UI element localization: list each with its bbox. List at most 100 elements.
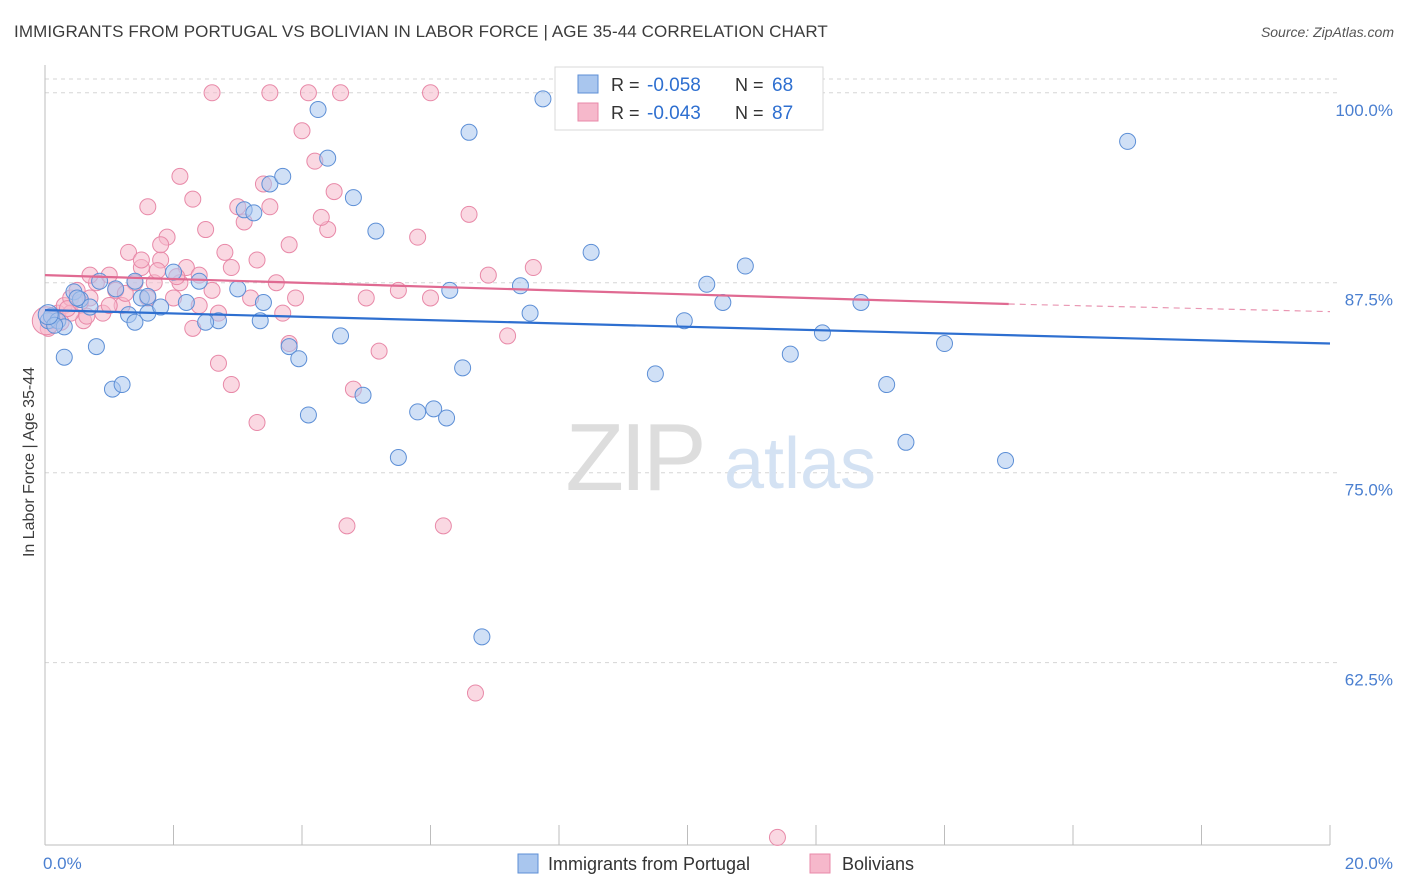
bottom-legend-label-pink[interactable]: Bolivians [842,854,914,874]
bolivians-point-33 [248,251,266,269]
trend-line-bolivians [44,274,1009,306]
bolivians-point-63 [466,684,484,702]
portugal-point-14 [165,263,182,281]
bolivians-point-47 [370,342,388,360]
portugal-point-8 [107,280,125,298]
trend-lines [44,274,1331,345]
portugal-point-10 [126,272,144,290]
portugal-point-61 [139,287,157,305]
bolivians-point-43 [325,183,343,201]
bolivians-point-53 [479,266,497,284]
portugal-point-21 [261,175,279,193]
stats-r-value-pink: -0.043 [647,103,701,124]
bolivians-point-39 [287,289,305,307]
bolivians-point-40 [293,122,311,140]
portugal-point-42 [582,243,600,261]
watermark-zip: ZIP [565,404,702,511]
stats-n-label-blue: N = [735,75,764,95]
portugal-point-19 [245,204,263,222]
bolivians-point-52 [460,205,478,223]
x-tick-label-1: 20.0% [1345,854,1393,873]
portugal-point-67 [126,313,144,331]
y-tick-label-1: 87.5% [1345,291,1393,310]
bolivians-point-67 [152,236,170,254]
portugal-point-57 [68,289,86,307]
bolivians-point-64 [768,828,786,846]
stats-n-label-pink: N = [735,103,764,123]
bolivians-point-37 [274,304,292,322]
bolivians-point-51 [434,517,452,535]
bolivians-point-25 [197,221,215,239]
bolivians-point-77 [280,236,298,254]
bolivians-point-70 [100,297,118,315]
portugal-point-40 [521,304,539,322]
stats-r-label-pink: R = [611,103,640,123]
bolivians-point-26 [203,281,221,299]
portugal-point-60 [113,376,131,394]
bolivians-point-54 [499,327,517,345]
portugal-point-63 [197,313,215,331]
portugal-point-41 [534,90,552,108]
bottom-legend: Immigrants from Portugal Bolivians [517,853,914,874]
y-tick-labels: 100.0% 87.5% 75.0% 62.5% [1335,101,1393,690]
portugal-point-65 [460,123,478,141]
portugal-point-51 [897,433,915,451]
portugal-point-45 [698,275,716,293]
bottom-legend-swatch-blue[interactable] [517,853,539,874]
portugal-point-36 [441,281,459,299]
stats-r-value-blue: -0.058 [647,75,701,96]
series-immigrants-from-portugal [37,90,1137,646]
watermark: ZIP atlas [565,404,876,511]
bolivians-point-46 [357,289,375,307]
bolivians-point-71 [184,190,202,208]
portugal-point-44 [675,312,693,330]
portugal-point-13 [152,298,170,316]
trend-line-portugal [44,308,1331,345]
portugal-point-64 [254,294,272,311]
bolivians-point-60 [422,84,439,102]
portugal-point-22 [274,167,292,185]
bolivians-point-44 [338,517,356,535]
portugal-point-30 [354,386,372,404]
portugal-point-56 [55,348,73,366]
portugal-point-38 [473,628,491,646]
bolivians-point-57 [261,84,279,102]
bolivians-point-78 [312,208,330,226]
portugal-point-58 [87,338,105,356]
stats-r-label-blue: R = [611,75,640,95]
bolivians-point-72 [222,376,240,394]
portugal-point-48 [781,345,799,363]
portugal-point-28 [332,327,350,345]
x-tick-label-0: 0.0% [43,854,82,873]
portugal-point-66 [852,294,870,311]
bottom-legend-swatch-pink[interactable] [809,853,831,874]
bolivians-point-74 [209,354,227,372]
grid-lines [45,78,1340,664]
bottom-legend-label-blue[interactable]: Immigrants from Portugal [548,854,750,874]
x-tick-labels: 0.0% 20.0% [43,854,1393,873]
bolivians-point-13 [120,243,138,261]
bolivians-point-55 [524,259,542,277]
bolivians-point-75 [132,251,150,269]
bolivians-point-85 [148,262,166,280]
y-tick-label-3: 62.5% [1345,671,1393,690]
portugal-point-23 [280,338,298,356]
bolivians-point-66 [139,198,157,216]
stats-n-value-pink: 87 [772,103,793,124]
bolivians-point-28 [216,243,234,261]
portugal-point-25 [299,406,317,424]
stats-legend-box [554,66,824,131]
portugal-point-49 [813,324,831,342]
portugal-point-26 [309,101,327,119]
stats-legend-swatch-blue [577,74,599,94]
portugal-point-54 [1119,132,1137,150]
portugal-point-37 [454,359,472,377]
bolivians-point-65 [171,167,189,185]
bolivians-point-73 [248,414,266,432]
portugal-point-62 [177,294,195,311]
portugal-point-17 [229,280,247,298]
portugal-point-15 [190,272,208,290]
portugal-point-47 [736,257,754,275]
portugal-point-29 [344,189,362,207]
portugal-point-35 [438,409,456,427]
